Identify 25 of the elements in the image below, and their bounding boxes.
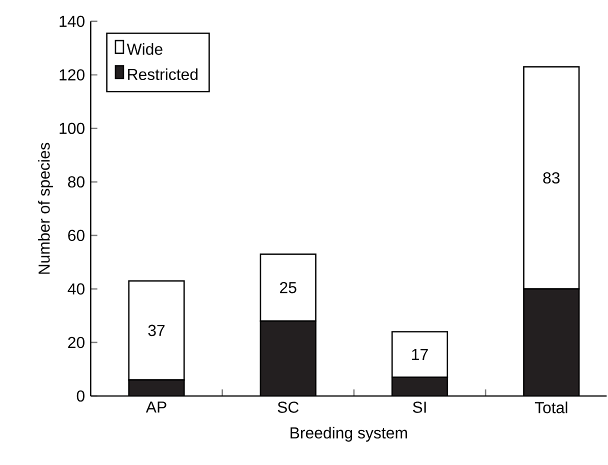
y-tick-label: 140: [60, 16, 84, 27]
legend-label: Wide: [126, 43, 162, 55]
y-tick-label: 80: [68, 176, 84, 188]
bar: [392, 377, 448, 396]
bar: [260, 320, 316, 396]
legend-label: Restricted: [128, 68, 198, 80]
y-tick-label: 60: [68, 230, 84, 241]
x-tick-label: AP: [146, 401, 166, 412]
y-tick-label: 0: [76, 390, 84, 402]
data-label: 83: [543, 172, 560, 184]
x-tick-label: Total: [534, 401, 568, 414]
y-tick-label: 40: [68, 283, 84, 294]
y-axis-title: Number of species: [38, 142, 53, 274]
bar: [391, 330, 448, 378]
x-axis-title: Breeding system: [290, 426, 407, 442]
bar: [523, 288, 580, 396]
data-label: 25: [280, 282, 296, 294]
y-tick-label: 20: [68, 336, 84, 348]
bar: [128, 380, 184, 396]
x-tick-label: SC: [278, 401, 299, 413]
x-tick-label: SI: [412, 401, 426, 413]
data-label: 37: [148, 324, 165, 336]
y-tick-label: 100: [60, 122, 84, 134]
data-label: 17: [412, 348, 428, 360]
y-tick-label: 120: [60, 69, 84, 80]
